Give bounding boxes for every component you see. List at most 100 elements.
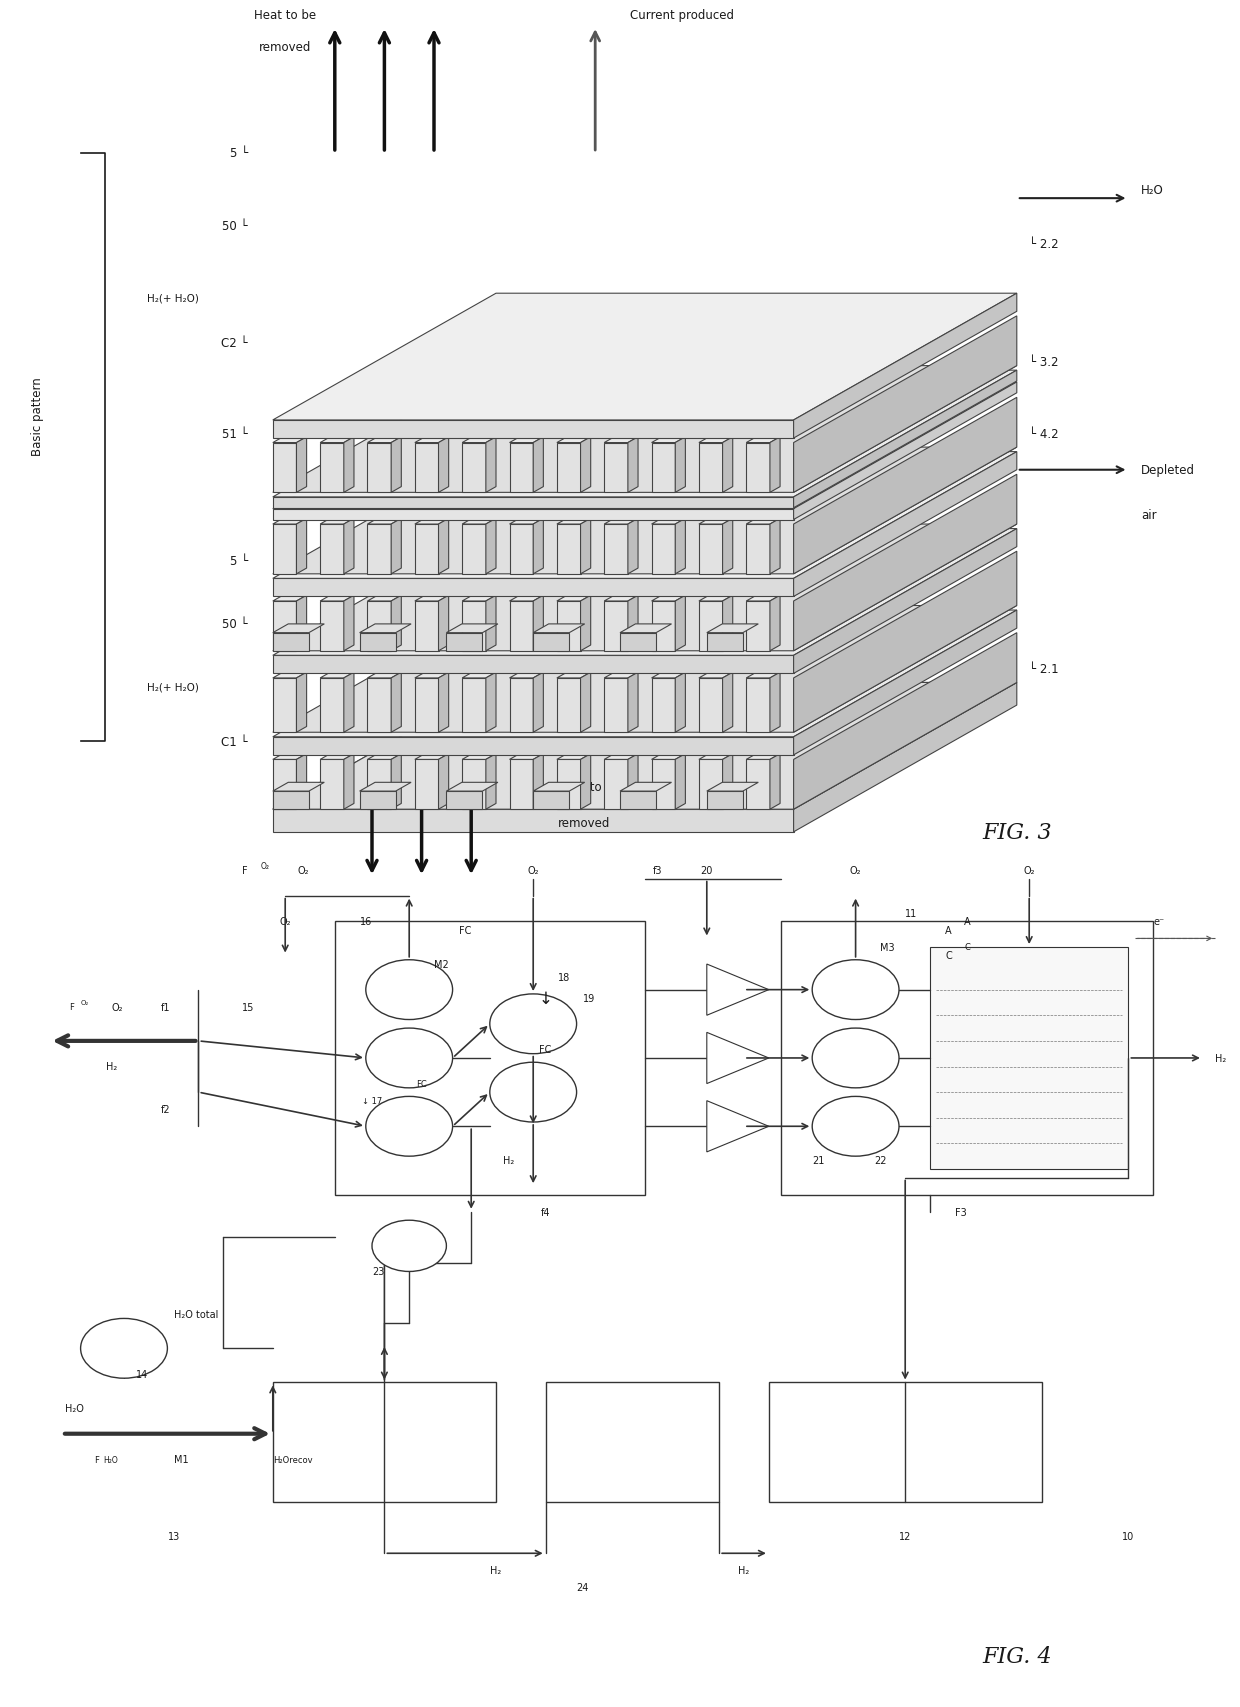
Polygon shape [463, 754, 496, 760]
Polygon shape [723, 519, 733, 575]
Polygon shape [273, 497, 794, 509]
Polygon shape [533, 754, 543, 809]
Text: Basic pattern: Basic pattern [31, 377, 43, 456]
Polygon shape [367, 524, 391, 575]
Circle shape [81, 1318, 167, 1379]
Polygon shape [273, 737, 794, 756]
Polygon shape [533, 673, 543, 732]
Polygon shape [273, 437, 306, 444]
Polygon shape [391, 754, 402, 809]
Polygon shape [510, 524, 533, 575]
Polygon shape [415, 524, 439, 575]
Text: air: air [1141, 509, 1157, 522]
Text: 11: 11 [905, 908, 918, 918]
Polygon shape [415, 601, 439, 652]
Polygon shape [463, 673, 496, 678]
Polygon shape [463, 519, 496, 524]
Text: 51 └: 51 └ [222, 428, 248, 440]
Text: f2: f2 [161, 1104, 171, 1115]
Polygon shape [794, 452, 1017, 597]
Polygon shape [707, 633, 743, 652]
Polygon shape [273, 367, 1017, 493]
Polygon shape [446, 784, 498, 792]
Polygon shape [604, 601, 627, 652]
Text: C1 └: C1 └ [222, 736, 248, 748]
Text: 18: 18 [558, 973, 570, 982]
Text: 16: 16 [360, 917, 372, 927]
Polygon shape [557, 524, 580, 575]
Polygon shape [651, 519, 686, 524]
Text: └ 2.2: └ 2.2 [1029, 237, 1059, 251]
Text: Heat to be: Heat to be [558, 780, 620, 794]
Text: FIG. 4: FIG. 4 [982, 1646, 1052, 1666]
Polygon shape [604, 437, 639, 444]
Text: Heat to be: Heat to be [254, 9, 316, 22]
Polygon shape [533, 519, 543, 575]
Polygon shape [486, 754, 496, 809]
Text: 14: 14 [136, 1369, 149, 1379]
Polygon shape [273, 754, 306, 760]
Text: C: C [965, 942, 970, 953]
Polygon shape [651, 444, 676, 493]
Text: H₂: H₂ [105, 1062, 118, 1072]
Polygon shape [367, 596, 402, 601]
Circle shape [812, 959, 899, 1019]
Polygon shape [557, 596, 590, 601]
Polygon shape [273, 294, 1017, 420]
Text: 12: 12 [899, 1531, 911, 1541]
Polygon shape [415, 754, 449, 760]
Polygon shape [699, 437, 733, 444]
Text: FC: FC [417, 1079, 427, 1089]
Polygon shape [604, 754, 639, 760]
Polygon shape [707, 1101, 769, 1152]
Polygon shape [463, 596, 496, 601]
Polygon shape [746, 437, 780, 444]
Circle shape [490, 1062, 577, 1123]
Polygon shape [627, 596, 639, 652]
Polygon shape [557, 601, 580, 652]
Bar [781, 922, 1153, 1195]
Polygon shape [273, 601, 296, 652]
Polygon shape [699, 601, 723, 652]
Polygon shape [446, 633, 482, 652]
Text: O₂: O₂ [849, 865, 862, 876]
Polygon shape [746, 760, 770, 809]
Polygon shape [770, 437, 780, 493]
Polygon shape [273, 633, 309, 652]
Polygon shape [620, 633, 656, 652]
Polygon shape [794, 382, 1017, 521]
Circle shape [812, 1098, 899, 1157]
Polygon shape [273, 784, 325, 792]
Polygon shape [770, 519, 780, 575]
Polygon shape [699, 596, 733, 601]
Polygon shape [415, 444, 439, 493]
Text: H₂Orecov: H₂Orecov [273, 1454, 312, 1465]
Polygon shape [627, 437, 639, 493]
Polygon shape [320, 754, 353, 760]
Text: H₂(+ H₂O): H₂(+ H₂O) [146, 294, 198, 304]
Text: H₂: H₂ [502, 1156, 515, 1166]
Polygon shape [273, 524, 296, 575]
Polygon shape [707, 792, 743, 809]
Text: H₂: H₂ [1215, 1053, 1226, 1063]
Polygon shape [651, 524, 676, 575]
Polygon shape [439, 596, 449, 652]
Text: 10: 10 [1122, 1531, 1135, 1541]
Polygon shape [320, 444, 343, 493]
Polygon shape [510, 519, 543, 524]
Polygon shape [604, 524, 627, 575]
Polygon shape [723, 673, 733, 732]
Circle shape [812, 1028, 899, 1089]
Text: └ 2.1: └ 2.1 [1029, 662, 1059, 676]
Polygon shape [320, 596, 353, 601]
Text: C2 └: C2 └ [222, 338, 248, 350]
Polygon shape [651, 760, 676, 809]
Polygon shape [580, 673, 590, 732]
Polygon shape [296, 596, 306, 652]
Polygon shape [557, 760, 580, 809]
Text: Depleted: Depleted [1141, 464, 1195, 476]
Polygon shape [463, 601, 486, 652]
Polygon shape [273, 678, 296, 732]
Polygon shape [676, 673, 686, 732]
Polygon shape [439, 754, 449, 809]
